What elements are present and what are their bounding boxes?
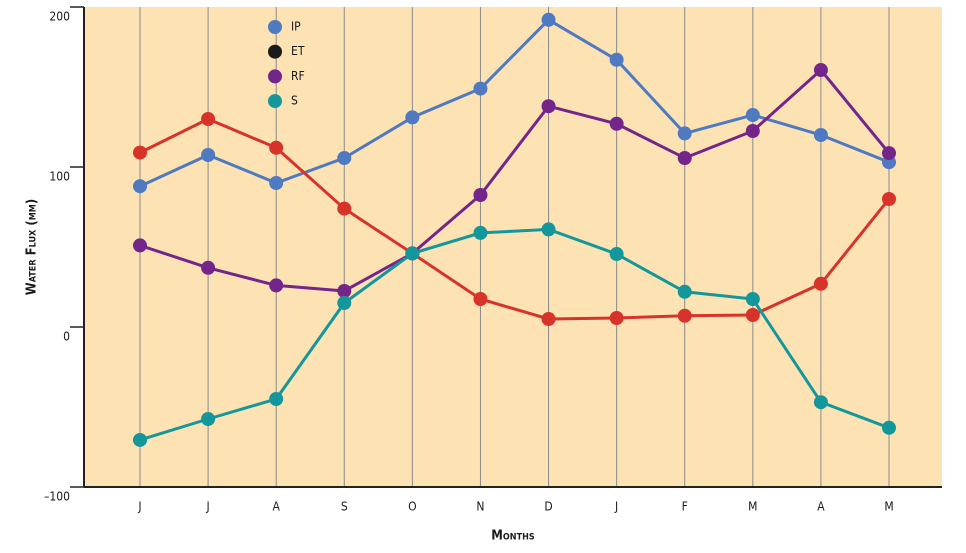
- data-point: [133, 145, 147, 160]
- data-point: [541, 12, 556, 27]
- data-point: [337, 296, 352, 310]
- series-line: [139, 227, 890, 442]
- y-tick-label: –100: [44, 490, 70, 504]
- series-line: [139, 67, 891, 293]
- series-line: [139, 117, 891, 321]
- data-point: [473, 81, 488, 96]
- data-point: [133, 179, 147, 194]
- data-point: [609, 52, 624, 67]
- x-tick-label: F: [682, 500, 688, 514]
- data-point: [813, 128, 828, 142]
- x-tick-label: J: [614, 500, 618, 514]
- legend-label: IP: [291, 20, 301, 34]
- data-point: [133, 238, 147, 253]
- data-point: [609, 116, 624, 131]
- data-point: [541, 99, 556, 114]
- data-point: [337, 151, 352, 166]
- data-point: [677, 126, 692, 141]
- data-point: [133, 432, 147, 447]
- data-point: [882, 192, 896, 206]
- data-point: [745, 308, 760, 322]
- x-tick-label: A: [272, 500, 280, 514]
- data-point: [269, 140, 284, 155]
- data-point: [813, 276, 828, 291]
- data-point: [269, 278, 284, 293]
- data-point: [473, 225, 488, 240]
- legend-label: S: [291, 94, 298, 108]
- data-point: [745, 124, 760, 138]
- legend-marker: [268, 69, 282, 84]
- y-axis-title: Water Flux (mm): [25, 199, 40, 295]
- plot-background: [84, 7, 942, 487]
- y-tick-label: 100: [49, 170, 70, 184]
- series-line: [139, 17, 890, 188]
- data-point: [882, 146, 896, 161]
- legend-marker: [268, 44, 282, 59]
- data-point: [813, 63, 828, 78]
- data-point: [745, 108, 760, 122]
- x-tick-label: M: [748, 500, 757, 514]
- legend-label: RF: [291, 69, 305, 83]
- data-point: [677, 284, 692, 299]
- data-point: [201, 260, 216, 275]
- x-tick-label: A: [817, 500, 825, 514]
- data-point: [201, 412, 216, 426]
- legend-marker: [268, 20, 282, 34]
- legend-label: ET: [291, 44, 305, 58]
- data-point: [609, 311, 624, 326]
- data-point: [473, 188, 488, 202]
- x-tick-label: M: [884, 500, 893, 514]
- x-tick-label: N: [476, 500, 484, 514]
- data-point: [269, 176, 284, 190]
- data-point: [405, 246, 420, 261]
- data-point: [813, 395, 828, 410]
- data-point: [745, 292, 760, 306]
- data-point: [541, 312, 556, 326]
- x-tick-label: J: [137, 500, 141, 514]
- x-axis-title: Months: [491, 529, 535, 544]
- data-point: [677, 308, 692, 323]
- x-tick-label: O: [408, 500, 417, 514]
- data-point: [337, 284, 352, 298]
- data-point: [609, 247, 624, 262]
- data-point: [337, 201, 352, 216]
- x-tick-label: S: [341, 500, 348, 514]
- legend-marker: [268, 94, 282, 109]
- data-point: [405, 110, 420, 125]
- data-point: [269, 392, 284, 406]
- data-point: [201, 148, 216, 162]
- data-point: [677, 151, 692, 166]
- y-tick-label: 0: [63, 330, 70, 344]
- y-tick-label: 200: [49, 10, 70, 24]
- data-point: [882, 420, 896, 435]
- data-point: [473, 292, 488, 306]
- data-point: [201, 112, 216, 126]
- x-tick-label: J: [205, 500, 209, 514]
- data-point: [541, 222, 556, 237]
- x-tick-label: D: [544, 500, 552, 514]
